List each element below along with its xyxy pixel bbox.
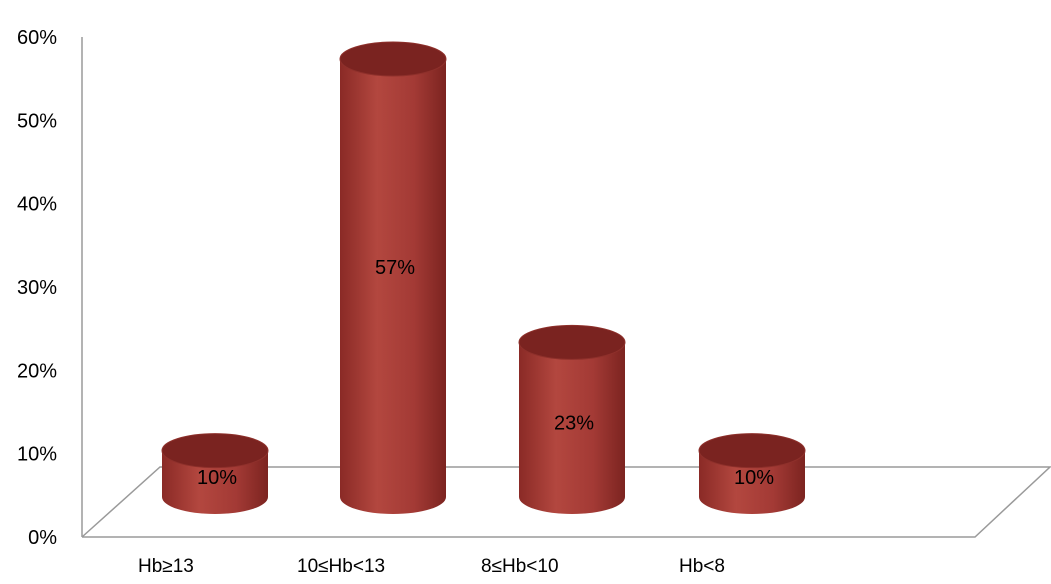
data-label: 23% (554, 413, 594, 435)
bar: 10% (698, 433, 806, 514)
bar: 10% (161, 433, 269, 514)
x-category-label: Hb≥13 (138, 556, 194, 577)
bar-body (519, 342, 625, 514)
y-tick-label: 60% (17, 27, 57, 49)
data-label: 57% (375, 257, 415, 279)
bar: 23% (518, 324, 626, 514)
bar-top (698, 433, 806, 469)
floor-outline (81, 466, 1051, 538)
bar-top (518, 324, 626, 360)
x-category-label: 10≤Hb<13 (297, 556, 385, 577)
y-tick-label: 40% (17, 194, 57, 216)
bar-body (340, 59, 446, 514)
y-tick-labels: 0% 10% 20% 30% 40% 50% 60% (17, 27, 57, 549)
bar-top (161, 433, 269, 469)
x-category-label: 8≤Hb<10 (481, 556, 559, 577)
data-label: 10% (734, 467, 774, 489)
bar-body (699, 450, 805, 514)
bar-top (339, 41, 447, 77)
bars: 10% 57% 23% 10% (161, 41, 806, 514)
bar: 57% (339, 41, 447, 514)
y-tick-label: 0% (28, 527, 57, 549)
bar-body (162, 450, 268, 514)
data-label: 10% (197, 467, 237, 489)
category-labels: Hb≥13 10≤Hb<13 8≤Hb<10 Hb<8 (138, 556, 725, 577)
axes (81, 37, 1051, 538)
x-category-label: Hb<8 (679, 556, 725, 577)
y-tick-label: 20% (17, 360, 57, 382)
y-tick-label: 30% (17, 277, 57, 299)
y-tick-label: 10% (17, 444, 57, 466)
y-tick-label: 50% (17, 110, 57, 132)
